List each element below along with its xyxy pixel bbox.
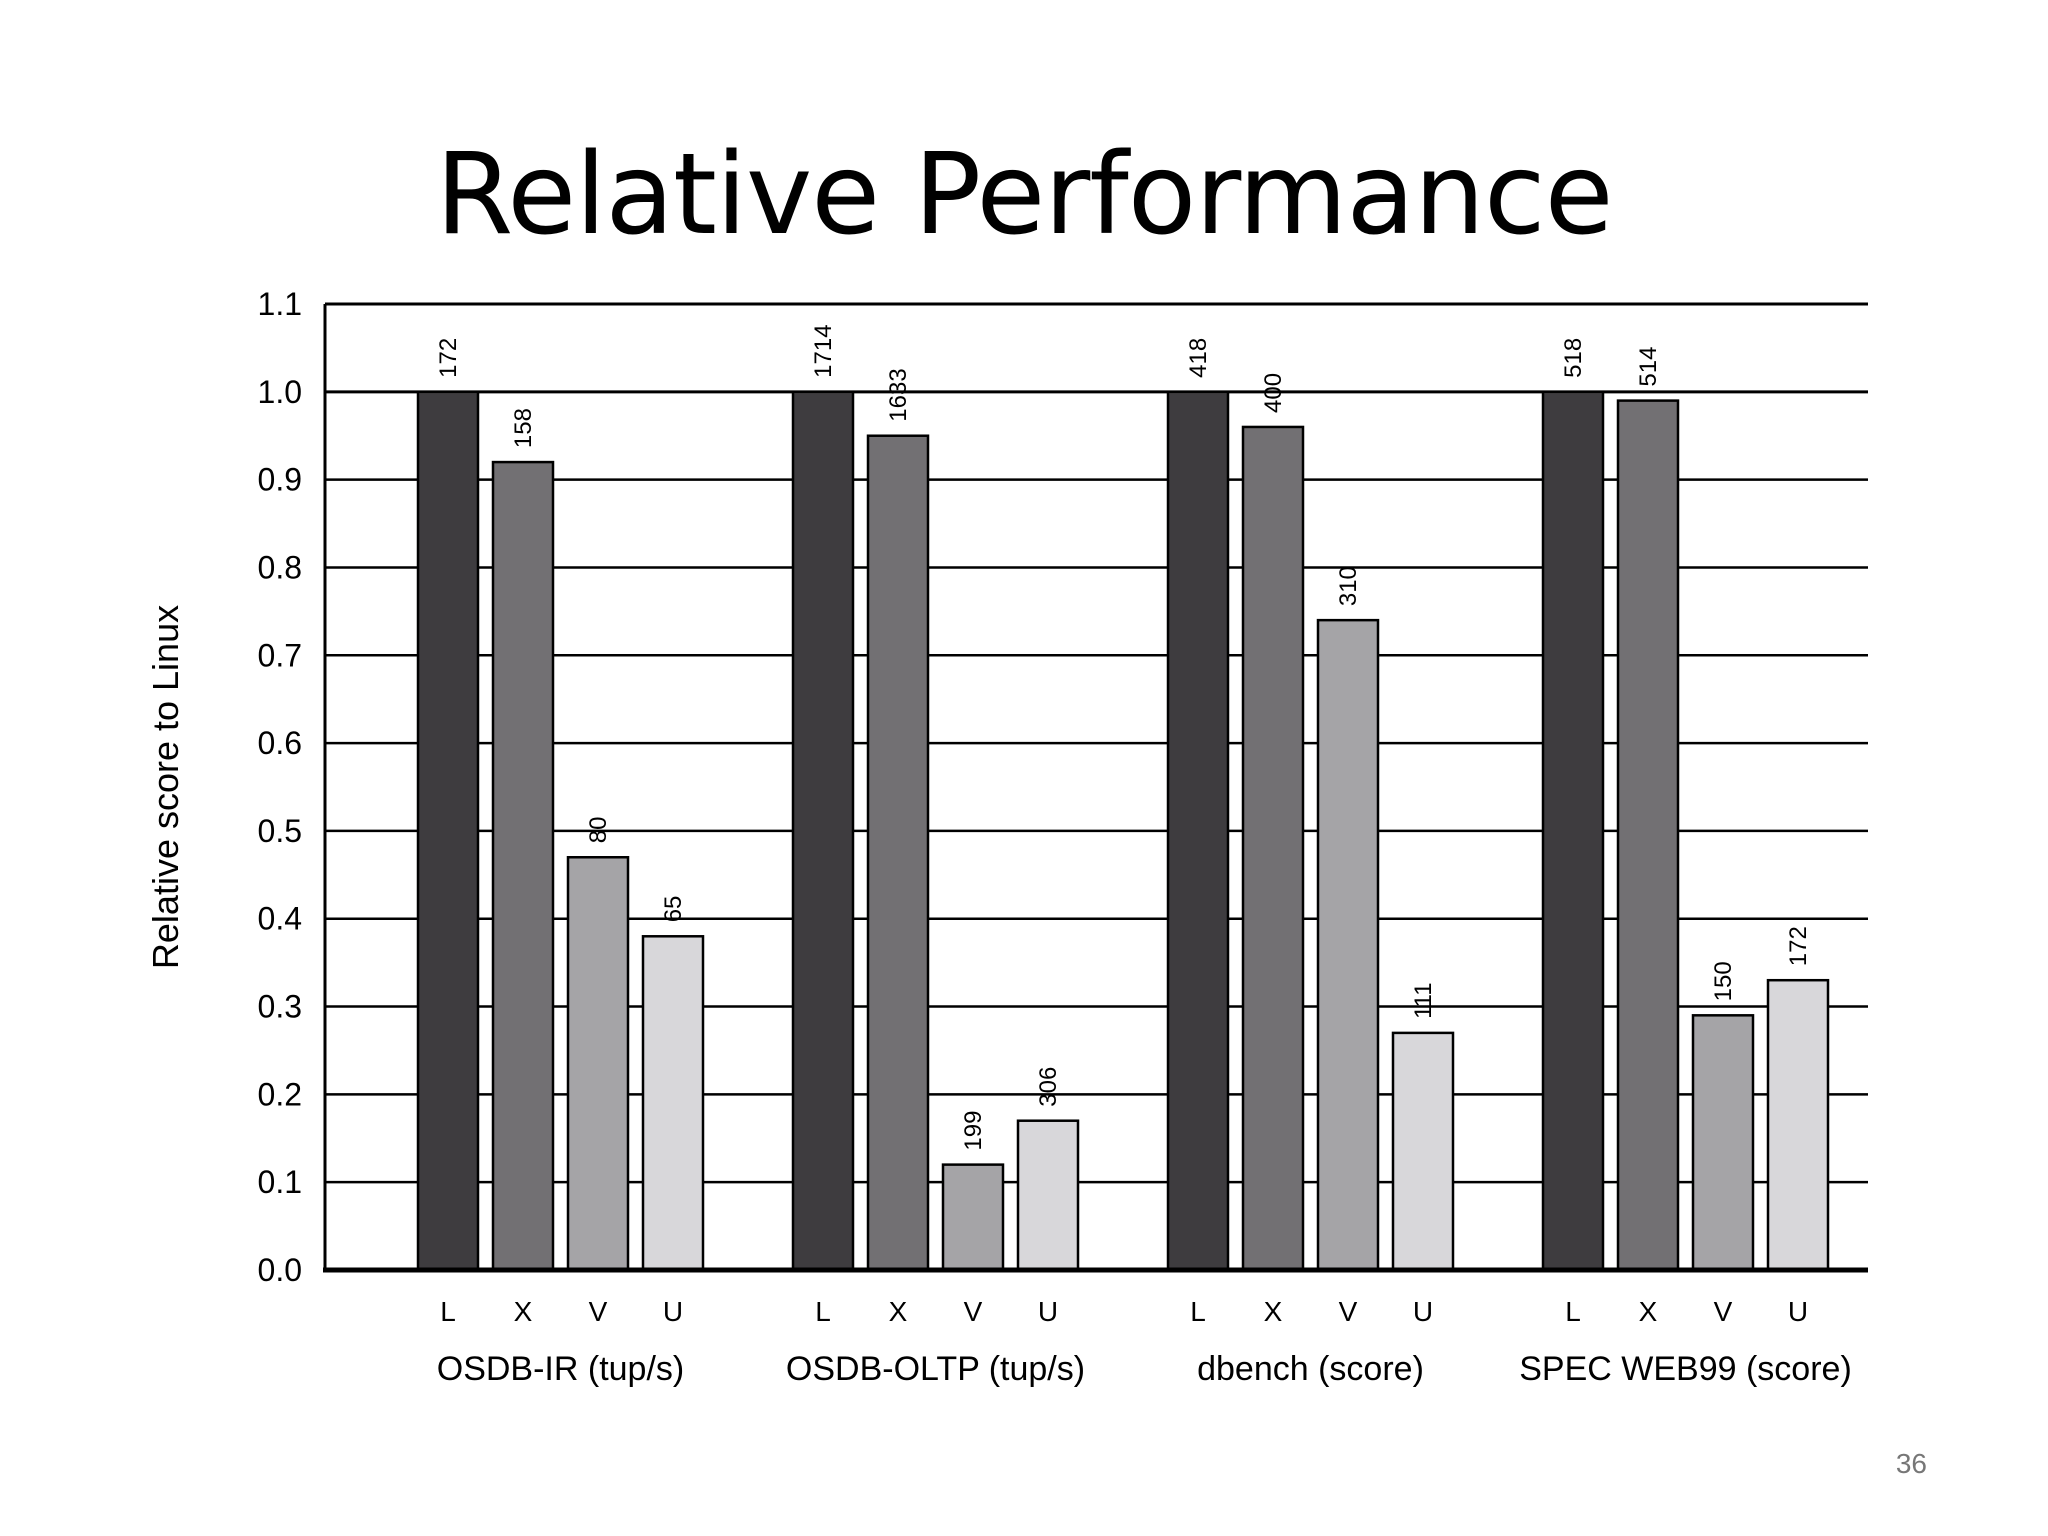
bar-value-label: 172 <box>1785 926 1812 966</box>
x-tick-label: V <box>964 1296 983 1327</box>
bar-value-label: 199 <box>960 1111 987 1151</box>
x-tick-label: U <box>1038 1296 1058 1327</box>
x-tick-label: L <box>1565 1296 1581 1327</box>
slide-number: 36 <box>1895 1448 1927 1479</box>
y-tick-label: 0.6 <box>258 725 302 761</box>
y-tick-label: 0.3 <box>258 989 302 1025</box>
x-tick-label: U <box>663 1296 683 1327</box>
bar-value-label: 1633 <box>885 368 912 421</box>
bar-value-label: 80 <box>585 817 612 844</box>
y-tick-label: 1.0 <box>258 374 302 410</box>
y-tick-label: 0.5 <box>258 813 302 849</box>
x-tick-label: U <box>1788 1296 1808 1327</box>
bar-annotations: 172 158 80 65 1714 1633 199 306 418 400 310 111 518 5… <box>435 324 1812 1150</box>
bar <box>791 390 855 1272</box>
y-tick-label: 0.1 <box>258 1164 302 1200</box>
bar-value-label: 518 <box>1560 338 1587 378</box>
x-tick-label: X <box>514 1296 533 1327</box>
bar <box>1016 1119 1080 1272</box>
bar <box>1391 1031 1455 1272</box>
y-tick-label: 0.7 <box>258 637 302 673</box>
y-tick-label: 1.1 <box>258 286 302 322</box>
bar <box>1541 390 1605 1272</box>
bar-value-label: 514 <box>1635 347 1662 387</box>
y-tick-label: 0.2 <box>258 1076 302 1112</box>
x-tick-label: V <box>589 1296 608 1327</box>
x-tick-label: X <box>889 1296 908 1327</box>
bar-value-label: 158 <box>510 408 537 448</box>
y-tick-label: 0.9 <box>258 462 302 498</box>
bar-value-label: 150 <box>1710 961 1737 1001</box>
bar-value-label: 65 <box>660 896 687 923</box>
axes <box>323 304 1868 1273</box>
bar-value-label: 310 <box>1335 566 1362 606</box>
x-tick-label: L <box>440 1296 456 1327</box>
bar <box>491 460 555 1272</box>
bar <box>1766 978 1830 1272</box>
bar-value-label: 400 <box>1260 373 1287 413</box>
bar <box>566 856 630 1272</box>
bar <box>1166 390 1230 1272</box>
y-tick-label: 0.4 <box>258 901 302 937</box>
group-label: SPEC WEB99 (score) <box>1519 1350 1852 1388</box>
bar <box>1691 1014 1755 1272</box>
x-tick-label: L <box>1190 1296 1206 1327</box>
bar <box>1241 425 1305 1272</box>
bar-value-label: 111 <box>1410 982 1437 1018</box>
x-tick-label: L <box>815 1296 831 1327</box>
bar <box>866 434 930 1272</box>
axis-labels: 0.0 0.1 0.2 0.3 0.4 0.5 0.6 0.7 0.8 0.9 1.0 1.1 Rela… <box>145 286 1852 1388</box>
group-label: OSDB-IR (tup/s) <box>437 1350 684 1388</box>
x-tick-label: V <box>1339 1296 1358 1327</box>
x-tick-label: V <box>1714 1296 1733 1327</box>
bar-value-label: 1714 <box>810 324 837 377</box>
y-axis-label: Relative score to Linux <box>145 605 186 969</box>
bar <box>941 1163 1005 1272</box>
bar-value-label: 418 <box>1185 338 1212 378</box>
bar <box>416 390 480 1272</box>
group-label: dbench (score) <box>1197 1350 1424 1388</box>
bar <box>1616 399 1680 1272</box>
bar-value-label: 306 <box>1035 1067 1062 1107</box>
x-tick-label: U <box>1413 1296 1433 1327</box>
bar <box>1316 618 1380 1272</box>
y-tick-label: 0.0 <box>258 1252 302 1288</box>
y-tick-label: 0.8 <box>258 549 302 585</box>
group-label: OSDB-OLTP (tup/s) <box>786 1350 1085 1388</box>
bar-value-label: 172 <box>435 338 462 378</box>
x-tick-label: X <box>1639 1296 1658 1327</box>
x-tick-label: X <box>1264 1296 1283 1327</box>
bar <box>641 935 705 1272</box>
slide-title: Relative Performance <box>435 130 1614 260</box>
